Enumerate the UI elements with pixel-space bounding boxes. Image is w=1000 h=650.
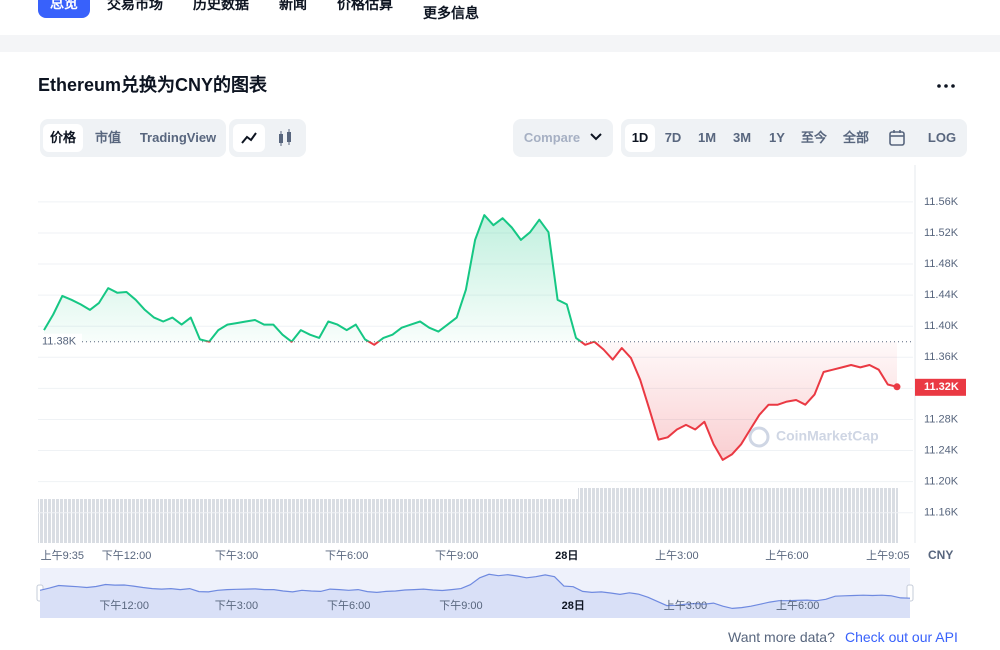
range-button[interactable]: 1D — [625, 124, 655, 152]
candle-style-button[interactable] — [269, 124, 301, 152]
navigator-label: 下午6:00 — [327, 599, 370, 612]
navigator-label: 上午6:00 — [776, 599, 819, 612]
currency-label: CNY — [928, 548, 953, 562]
x-tick-label: 上午3:00 — [655, 549, 698, 562]
chart-style-toggle — [229, 119, 306, 157]
y-tick-label: 11.48K — [924, 258, 959, 270]
nav-tab[interactable]: 历史数据 — [193, 0, 249, 12]
y-tick-label: 11.16K — [924, 507, 959, 519]
y-tick-label: 11.36K — [924, 351, 959, 363]
nav-tab[interactable]: 交易市场 — [107, 0, 163, 12]
view-button[interactable]: 市值 — [94, 130, 121, 145]
nav-tab[interactable]: 新闻 — [279, 0, 307, 12]
more-menu[interactable] — [936, 82, 958, 90]
footer-prompt: Want more data? — [728, 629, 835, 645]
view-button[interactable]: TradingView — [139, 130, 217, 145]
nav-tab-active[interactable]: 总览 — [38, 0, 90, 18]
navigator-label: 上午3:00 — [664, 599, 707, 612]
compare-dropdown[interactable]: Compare — [513, 119, 613, 157]
x-tick-label: 下午12:00 — [102, 549, 152, 562]
x-tick-label: 下午3:00 — [215, 549, 258, 562]
range-button[interactable]: 至今 — [800, 130, 827, 145]
nav-tab[interactable]: 价格估算 — [337, 0, 393, 12]
api-link[interactable]: Check out our API — [845, 629, 958, 645]
last-price-label: 11.32K — [924, 381, 959, 393]
navigator-label: 下午12:00 — [99, 599, 149, 612]
range-button[interactable]: 1Y — [769, 130, 785, 145]
volume-bars — [578, 488, 898, 543]
y-tick-label: 11.28K — [924, 413, 959, 425]
separator — [0, 35, 1000, 52]
x-tick-label: 上午9:35 — [41, 549, 84, 562]
baseline-label-bg — [38, 333, 82, 350]
navigator-line — [39, 573, 911, 610]
volume-bars — [38, 499, 578, 543]
range-button[interactable]: 7D — [664, 130, 682, 145]
log-button[interactable]: LOG — [927, 130, 957, 145]
navigator-label: 28日 — [562, 599, 585, 612]
dropdown-caret — [590, 133, 602, 141]
price-line — [43, 214, 898, 461]
view-toggle: 价格 市值 TradingView — [40, 119, 226, 157]
nav-tab[interactable]: 更多信息 — [423, 5, 479, 21]
last-price-box — [915, 378, 966, 396]
price-area — [44, 215, 897, 460]
navigator-label: 下午9:00 — [439, 599, 482, 612]
chart: CoinMarketCap CNY 11.16K 11.20K 11.24K 11.2… — [36, 165, 966, 618]
navigator-area — [40, 574, 910, 618]
range-button[interactable]: 1M — [697, 130, 717, 145]
watermark: CoinMarketCap — [776, 428, 879, 444]
navigator-label: 下午3:00 — [215, 599, 258, 612]
y-tick-label: 11.52K — [924, 227, 959, 239]
y-tick-label: 11.44K — [924, 289, 959, 301]
x-tick-label: 下午6:00 — [325, 549, 368, 562]
y-tick-label: 11.56K — [924, 196, 959, 208]
x-tick-label: 下午9:00 — [435, 549, 478, 562]
view-button[interactable]: 价格 — [43, 124, 83, 152]
range-button[interactable]: 3M — [732, 130, 752, 145]
line-style-button[interactable] — [233, 124, 265, 152]
watermark-logo — [748, 426, 770, 448]
last-point — [893, 383, 901, 391]
calendar-button[interactable] — [883, 124, 911, 152]
range-toggle: 1D 7D 1M 3M 1Y 至今 全部 LOG — [621, 119, 967, 157]
compare-label: Compare — [523, 130, 581, 145]
y-tick-label: 11.24K — [924, 444, 959, 456]
y-tick-label: 11.20K — [924, 476, 959, 488]
y-tick-label: 11.40K — [924, 320, 959, 332]
x-tick-label: 上午9:05 — [866, 549, 909, 562]
baseline-label: 11.38K — [42, 336, 77, 348]
x-tick-label: 上午6:00 — [765, 549, 808, 562]
chart-title: Ethereum兑换为CNY的图表 — [38, 75, 268, 95]
x-tick-label: 28日 — [555, 549, 578, 562]
range-button[interactable]: 全部 — [842, 130, 869, 145]
